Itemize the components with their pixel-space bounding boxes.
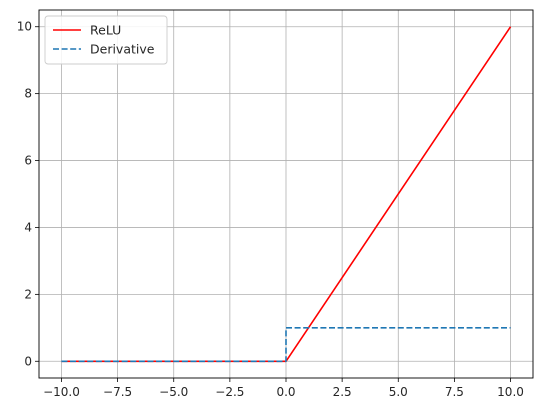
y-axis-ticks: 0 2 4 6 8 10 bbox=[17, 20, 39, 368]
legend-label-derivative: Derivative bbox=[90, 42, 155, 57]
x-tick-label: −5.0 bbox=[159, 385, 188, 399]
series-line-derivative bbox=[61, 327, 511, 363]
x-tick-label: −10.0 bbox=[43, 385, 80, 399]
y-tick-label: 0 bbox=[24, 354, 32, 368]
y-tick-label: 10 bbox=[17, 20, 32, 34]
x-tick-label: 7.5 bbox=[445, 385, 464, 399]
x-tick-label: 2.5 bbox=[333, 385, 352, 399]
y-tick-label: 2 bbox=[24, 287, 32, 301]
series-lines bbox=[61, 26, 512, 363]
x-tick-label: 0.0 bbox=[276, 385, 295, 399]
legend-box bbox=[44, 15, 168, 65]
y-tick-label: 4 bbox=[24, 220, 32, 234]
x-axis-ticks: −10.0 −7.5 −5.0 −2.5 0.0 2.5 5.0 7.5 10.0 bbox=[43, 378, 524, 399]
y-tick-label: 6 bbox=[24, 154, 32, 168]
x-tick-label: −7.5 bbox=[103, 385, 132, 399]
x-tick-label: 5.0 bbox=[389, 385, 408, 399]
y-tick-label: 8 bbox=[24, 87, 32, 101]
legend-label-relu: ReLU bbox=[90, 23, 121, 38]
legend: ReLU Derivative bbox=[44, 15, 168, 65]
x-tick-label: 10.0 bbox=[497, 385, 524, 399]
x-tick-label: −2.5 bbox=[215, 385, 244, 399]
